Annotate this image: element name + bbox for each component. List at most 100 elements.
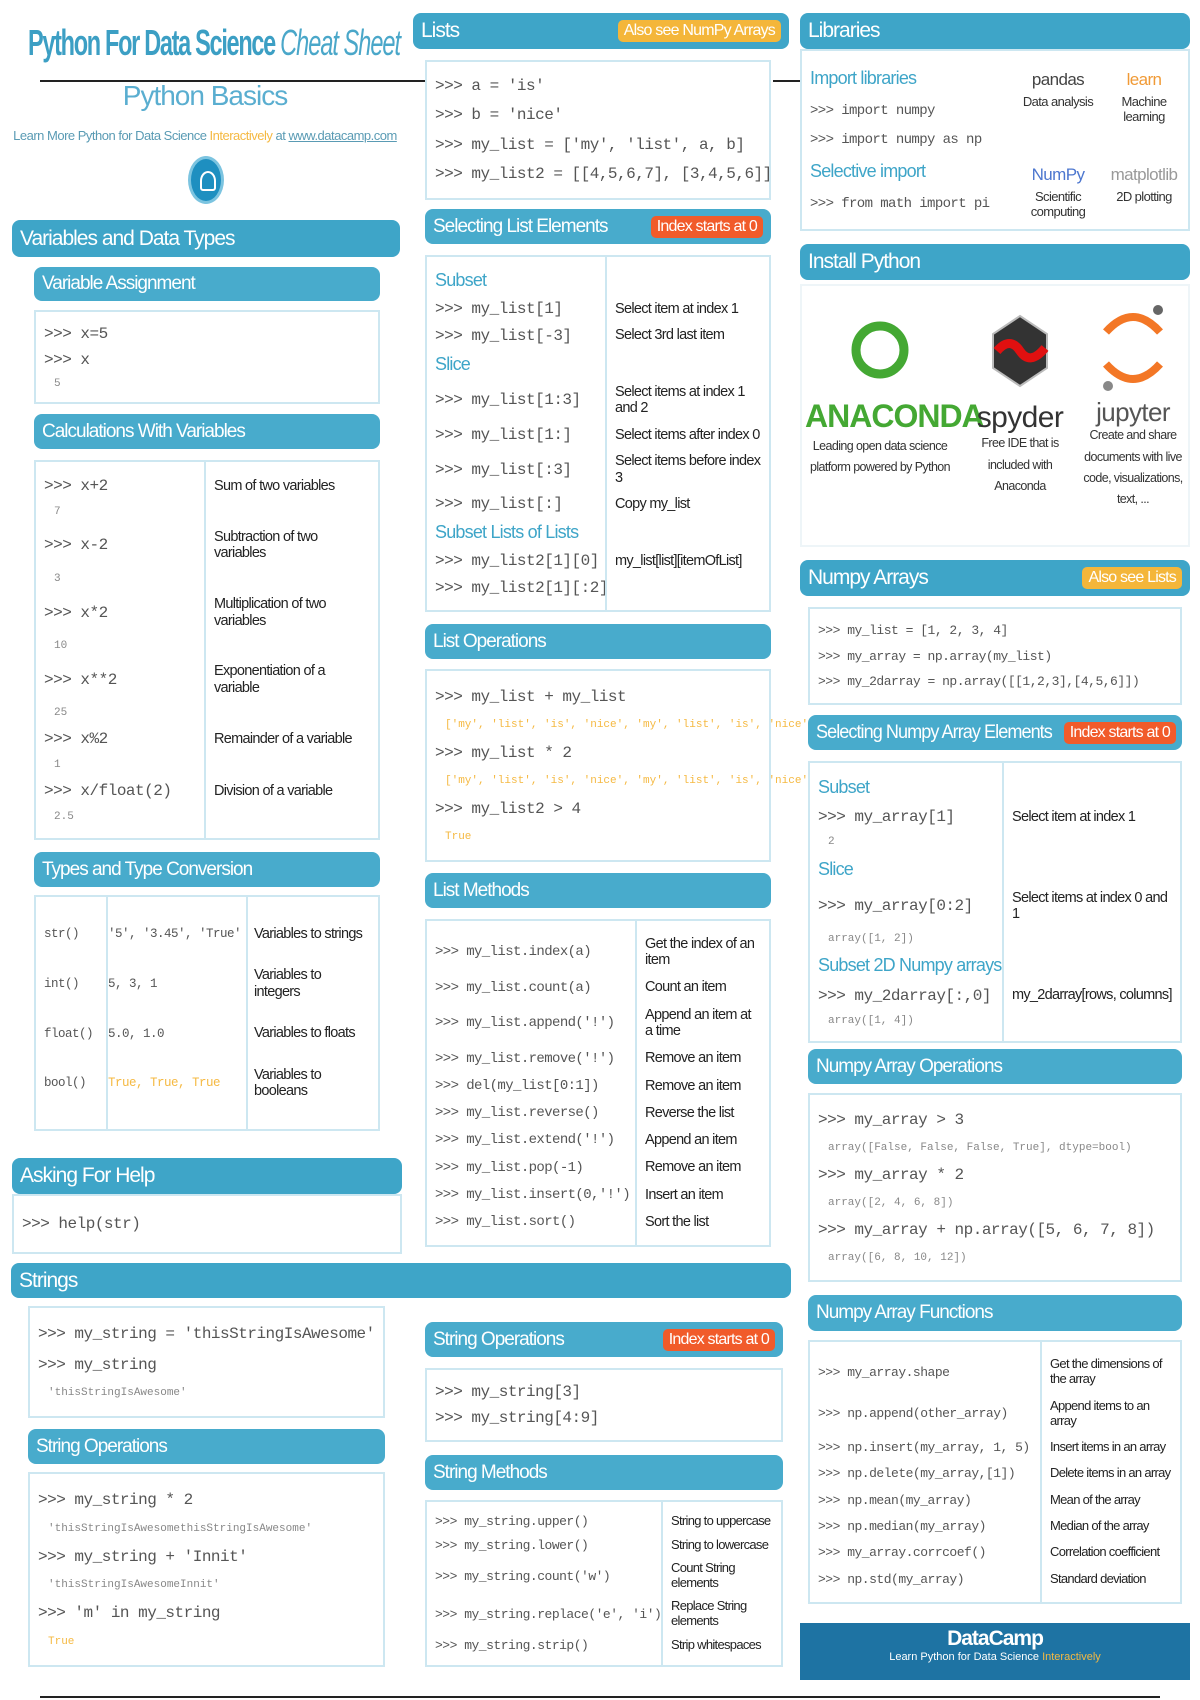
divider: [40, 1696, 1160, 1698]
code-output: array([6, 8, 10, 12]): [828, 1251, 967, 1264]
code-row: bool() True, True, True Variables to boole…: [44, 1067, 370, 1100]
code-line: >>> my_string * 2: [38, 1491, 193, 1510]
description: Remainder of a variable: [214, 730, 353, 747]
code-row: >>> np.median(my_array) Median of the arr…: [818, 1517, 1172, 1534]
code-row: >>> my_string + 'Innit': [38, 1548, 375, 1566]
code-row: >>> del(my_list[0:1]) Remove an item: [435, 1078, 761, 1095]
code-line: >>> my_list[:3]: [435, 460, 572, 479]
code-line: >>> my_list.sort(): [435, 1214, 576, 1231]
subsection-header-numpy-functions: Numpy Array Functions: [808, 1295, 1182, 1331]
code-row: >>> x+2 Sum of two variables: [44, 477, 370, 495]
code-row: >>> my_list = ['my', 'list', a, b]: [435, 136, 761, 154]
code-cell: True, True, True: [108, 1076, 221, 1091]
description: Strip whitespaces: [671, 1636, 762, 1652]
code-row: >>> my_array[1] Select item at index 1: [818, 808, 1172, 826]
code-output: 25: [54, 707, 68, 720]
code-line: >>> my_string = 'thisStringIsAwesome': [38, 1325, 375, 1343]
description: Subtraction of two variables: [214, 528, 318, 562]
code-line: >>> del(my_list[0:1]): [435, 1078, 599, 1095]
divider: [773, 80, 803, 82]
code-line: >>> x=5: [44, 324, 108, 343]
code-line: >>> my_list.remove('!'): [435, 1050, 615, 1067]
code-row: >>> import numpy: [810, 103, 988, 119]
description: Count String elements: [671, 1560, 736, 1591]
code-row: >>> x**2 Exponentiation of a variable: [44, 663, 370, 696]
code-output: 7: [54, 505, 61, 518]
code-line: >>> my_string + 'Innit': [38, 1547, 248, 1566]
code-row: >>> my_list2[1][:2]: [435, 579, 761, 597]
strings-box: >>> my_string = 'thisStringIsAwesome' >>>…: [28, 1306, 385, 1418]
code-line: >>> x-2: [44, 536, 108, 555]
code-row: >>> my_string: [38, 1356, 375, 1374]
index-badge: Index starts at 0: [1063, 721, 1176, 744]
code-row: >>> my_string = 'thisStringIsAwesome': [38, 1325, 375, 1343]
code-row: >>> my_list.pop(-1) Remove an item: [435, 1159, 761, 1176]
code-line: >>> my_array = np.array(my_list): [818, 648, 1052, 664]
code-output: 5: [54, 377, 61, 390]
description: Mean of the array: [1050, 1491, 1141, 1507]
code-row: >>> x-2 Subtraction of two variables: [44, 529, 370, 562]
code-row: str() '5', '3.45', 'True' Variables to str…: [44, 926, 370, 943]
page-title: Python For Data Science Cheat Sheet: [28, 22, 401, 63]
section-header-libraries: Libraries: [800, 13, 1190, 49]
code-row: >>> np.insert(my_array, 1, 5) Insert item…: [818, 1439, 1172, 1455]
description: Replace String elements: [671, 1598, 747, 1629]
description: Reverse the list: [645, 1104, 734, 1121]
code-line: >>> b = 'nice': [435, 106, 563, 125]
description: Multiplication of two variables: [214, 595, 327, 629]
datacamp-link[interactable]: www.datacamp.com: [288, 128, 398, 143]
code-row: >>> my_array.shape Get the dimensions of …: [818, 1356, 1172, 1387]
code-line: >>> from math import pi: [810, 195, 990, 212]
description: Variables to integers: [254, 967, 322, 1000]
code-cell: 5, 3, 1: [108, 976, 158, 991]
subsection-header-list-operations: List Operations: [425, 624, 771, 659]
code-row: >>> np.std(my_array) Standard deviation: [818, 1571, 1172, 1587]
description: Get the index of an item: [645, 935, 755, 969]
code-output: True: [445, 831, 472, 843]
description: Select item at index 1: [1012, 808, 1136, 825]
code-row: >>> x/float(2) Division of a variable: [44, 782, 370, 800]
subheading: Import libraries: [810, 68, 917, 89]
code-row: >>> my_list = [1, 2, 3, 4]: [818, 623, 1172, 638]
code-line: >>> my_list.extend('!'): [435, 1132, 615, 1149]
subheading: Subset: [818, 777, 870, 798]
description: Append an item at a time: [645, 1006, 751, 1040]
code-line: >>> my_list[1:]: [435, 425, 572, 444]
code-line: >>> help(str): [22, 1215, 141, 1233]
code-row: >>> my_array > 3: [818, 1111, 1172, 1129]
code-output: 'thisStringIsAwesomeInnit': [48, 1579, 220, 1592]
code-row: >>> np.mean(my_array) Mean of the array: [818, 1491, 1172, 1508]
code-line: >>> my_array.corrcoef(): [818, 1545, 986, 1561]
code-row: >>> my_list * 2: [435, 744, 761, 762]
code-line: >>> np.median(my_array): [818, 1518, 986, 1534]
code-output: array([1, 4]): [828, 1014, 914, 1027]
code-row: >>> x=5: [44, 325, 370, 343]
code-line: >>> my_list.count(a): [435, 979, 592, 996]
code-line: >>> my_list.insert(0,'!'): [435, 1186, 631, 1203]
code-output: 2.5: [54, 810, 74, 823]
description: Exponentiation of a variable: [214, 663, 326, 696]
code-line: >>> my_string.strip(): [435, 1637, 589, 1653]
section-header-variables: Variables and Data Types: [12, 220, 400, 257]
jupyter-logo-icon: [1103, 305, 1163, 391]
scikit-learn-logo: learn Machine learning: [1121, 70, 1168, 124]
code-line: >>> x+2: [44, 476, 108, 495]
subheading: Selective import: [810, 161, 926, 182]
subheading: Slice: [818, 858, 854, 879]
code-line: >>> x**2: [44, 670, 117, 689]
code-row: >>> x: [44, 351, 370, 369]
description: Append an item: [645, 1132, 737, 1149]
code-row: >>> my_list.remove('!') Remove an item: [435, 1050, 761, 1067]
subsection-header-string-operations: String Operations: [28, 1429, 385, 1464]
code-row: >>> my_list[1:3] Select items at index 1 …: [435, 384, 761, 417]
description: Correlation coefficient: [1050, 1544, 1160, 1560]
code-line: >>> np.insert(my_array, 1, 5): [818, 1439, 1030, 1455]
code-row: >>> my_string.count('w') Count String ele…: [435, 1560, 773, 1591]
code-line: >>> 'm' in my_string: [38, 1604, 221, 1623]
description: Select items at index 1 and 2: [615, 383, 745, 417]
section-header-numpy: Numpy Arrays Also see Lists: [800, 560, 1190, 596]
description: Select item at index 1: [615, 300, 739, 317]
description: Median of the array: [1050, 1517, 1149, 1533]
subheading: Subset Lists of Lists: [435, 522, 579, 543]
code-row: >>> my_array.corrcoef() Correlation coeff…: [818, 1544, 1172, 1561]
